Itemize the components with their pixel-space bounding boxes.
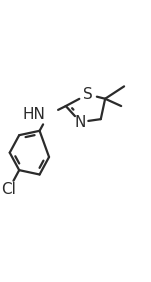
Text: HN: HN [22,107,45,122]
Text: N: N [75,114,86,129]
Text: Cl: Cl [2,182,16,197]
Text: S: S [83,87,93,102]
